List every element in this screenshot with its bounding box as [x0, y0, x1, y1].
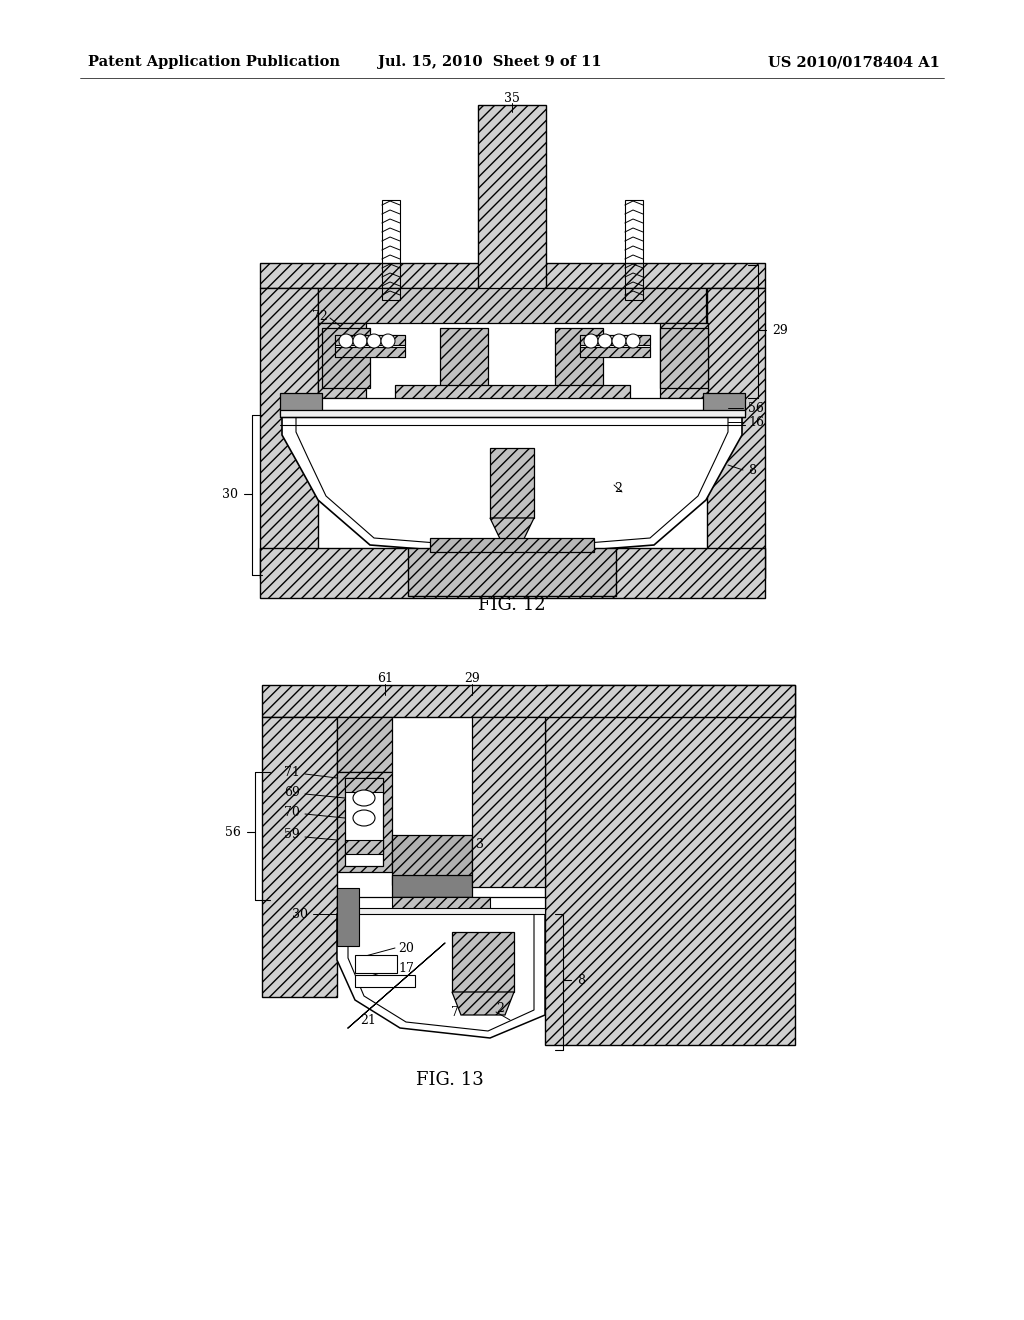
Bar	[408, 548, 616, 597]
Bar	[337, 898, 545, 911]
Bar	[490, 447, 534, 517]
Ellipse shape	[353, 789, 375, 807]
Bar	[355, 954, 397, 973]
Bar	[355, 975, 415, 987]
Bar	[452, 932, 514, 993]
Text: 2: 2	[614, 482, 622, 495]
Bar	[262, 717, 337, 997]
Text: 8: 8	[577, 974, 585, 986]
Bar	[337, 908, 545, 913]
Bar	[345, 777, 383, 792]
Text: FIG. 13: FIG. 13	[416, 1071, 484, 1089]
Bar	[345, 840, 383, 854]
Text: 72: 72	[312, 309, 328, 322]
Bar	[318, 399, 708, 411]
Text: 3: 3	[476, 838, 484, 851]
Circle shape	[612, 334, 626, 348]
Circle shape	[339, 334, 353, 348]
Bar	[580, 335, 650, 356]
Text: 56: 56	[748, 401, 764, 414]
Bar	[392, 875, 472, 898]
Bar	[430, 539, 594, 552]
Text: 29: 29	[772, 323, 787, 337]
Text: 21: 21	[360, 1014, 376, 1027]
Polygon shape	[282, 417, 742, 556]
Text: 30: 30	[292, 908, 308, 920]
Bar	[703, 393, 745, 414]
Ellipse shape	[353, 810, 375, 826]
Bar	[660, 327, 708, 388]
Circle shape	[381, 334, 395, 348]
Bar	[392, 836, 472, 884]
Polygon shape	[490, 517, 534, 545]
Text: 7: 7	[451, 1006, 459, 1019]
Bar	[478, 106, 546, 300]
Bar	[337, 772, 392, 873]
Polygon shape	[337, 913, 545, 1038]
Bar	[395, 385, 630, 403]
Circle shape	[353, 334, 367, 348]
Bar	[335, 347, 406, 356]
Bar	[335, 335, 406, 345]
Bar	[580, 347, 650, 356]
Bar	[545, 685, 795, 1045]
Bar	[580, 335, 650, 345]
Text: 56: 56	[225, 825, 241, 838]
Bar	[472, 717, 545, 887]
Bar	[280, 393, 322, 414]
Text: US 2010/0178404 A1: US 2010/0178404 A1	[768, 55, 940, 69]
Bar	[337, 888, 359, 946]
Text: 71: 71	[284, 766, 300, 779]
Bar	[392, 898, 490, 911]
Bar	[625, 201, 643, 300]
Circle shape	[626, 334, 640, 348]
Text: 29: 29	[464, 672, 480, 685]
Bar	[345, 777, 383, 866]
Text: 70: 70	[284, 805, 300, 818]
Bar	[280, 411, 745, 417]
Text: Patent Application Publication: Patent Application Publication	[88, 55, 340, 69]
Bar	[335, 335, 406, 356]
Bar	[382, 201, 400, 300]
Circle shape	[584, 334, 598, 348]
Text: 69: 69	[284, 785, 300, 799]
Bar	[555, 327, 603, 388]
Bar	[262, 685, 795, 717]
Bar	[440, 327, 488, 388]
Bar	[318, 288, 706, 323]
Bar	[337, 717, 392, 772]
Text: 2: 2	[496, 1002, 504, 1015]
Text: 20: 20	[398, 941, 414, 954]
Text: 61: 61	[377, 672, 393, 685]
Bar	[660, 323, 708, 399]
Circle shape	[367, 334, 381, 348]
Text: 35: 35	[504, 91, 520, 104]
Bar	[260, 548, 765, 598]
Text: 59: 59	[285, 829, 300, 842]
Bar	[260, 288, 318, 578]
Text: Jul. 15, 2010  Sheet 9 of 11: Jul. 15, 2010 Sheet 9 of 11	[378, 55, 602, 69]
Text: FIG. 12: FIG. 12	[478, 597, 546, 614]
Polygon shape	[452, 993, 514, 1015]
Text: 17: 17	[398, 961, 414, 974]
Text: 30: 30	[222, 487, 238, 500]
Bar	[260, 263, 765, 288]
Circle shape	[598, 334, 612, 348]
Text: 16: 16	[748, 416, 764, 429]
Bar	[707, 288, 765, 578]
Bar	[318, 323, 366, 399]
Bar	[322, 327, 370, 388]
Bar	[462, 294, 562, 317]
Text: 8: 8	[748, 463, 756, 477]
